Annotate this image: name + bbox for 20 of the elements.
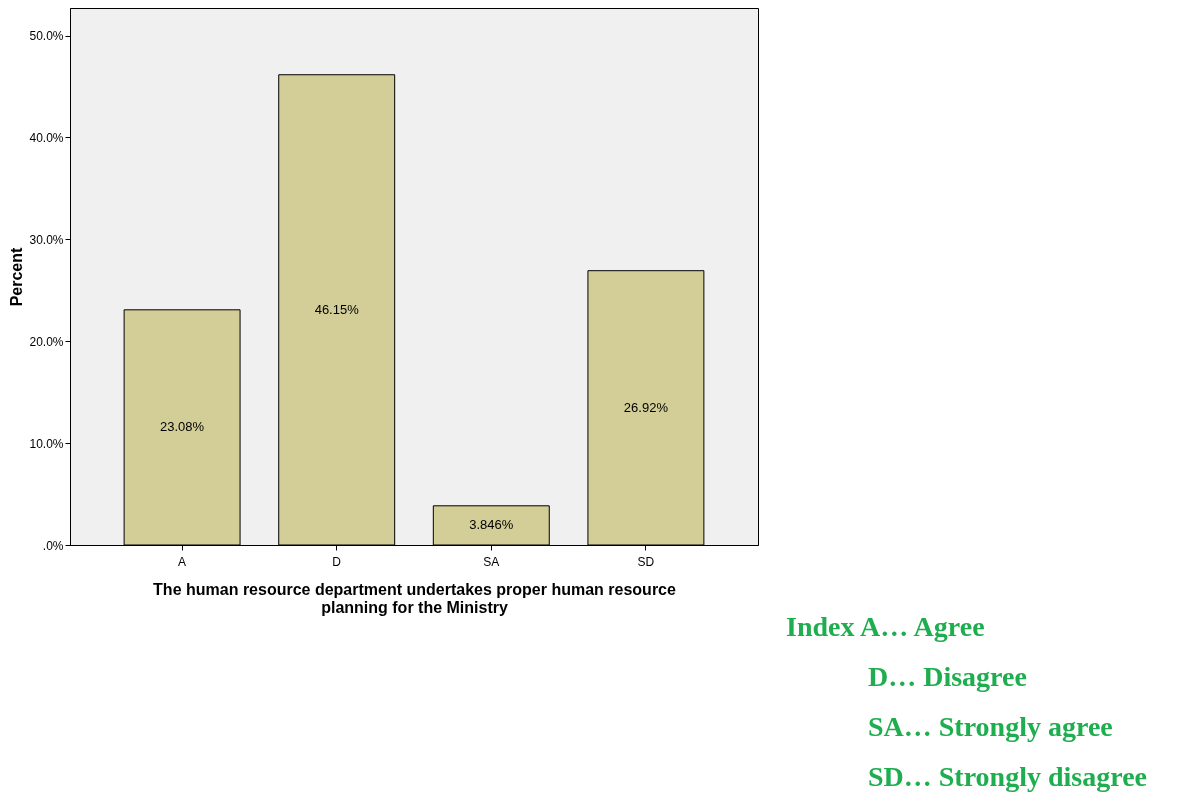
data-label: 46.15% (314, 301, 360, 317)
y-tick-label: 10.0% (29, 436, 64, 451)
x-tick-label: A (178, 554, 187, 569)
data-label: 26.92% (623, 399, 669, 415)
text: D… Disagree (868, 660, 1028, 694)
y-tick-label: 50.0% (29, 29, 64, 44)
x-tick-label: D (332, 554, 342, 569)
x-tick-label: SD (637, 554, 655, 569)
text: SD… Strongly disagree (868, 760, 1147, 794)
text: Index A… Agree (786, 610, 986, 644)
y-tick-label: .0% (42, 538, 64, 553)
x-axis-title: The human resource department undertakes proper human resource planning for the Ministry (153, 580, 676, 616)
text: SA… Strongly agree (868, 710, 1114, 744)
y-tick-label: 30.0% (29, 232, 64, 247)
data-label: 3.846% (469, 517, 514, 533)
y-axis-title: Percent (8, 246, 26, 307)
data-label: 23.08% (160, 419, 205, 435)
y-tick-label: 40.0% (29, 130, 64, 145)
x-tick-label: SA (483, 554, 500, 569)
y-tick-label: 20.0% (29, 334, 64, 349)
